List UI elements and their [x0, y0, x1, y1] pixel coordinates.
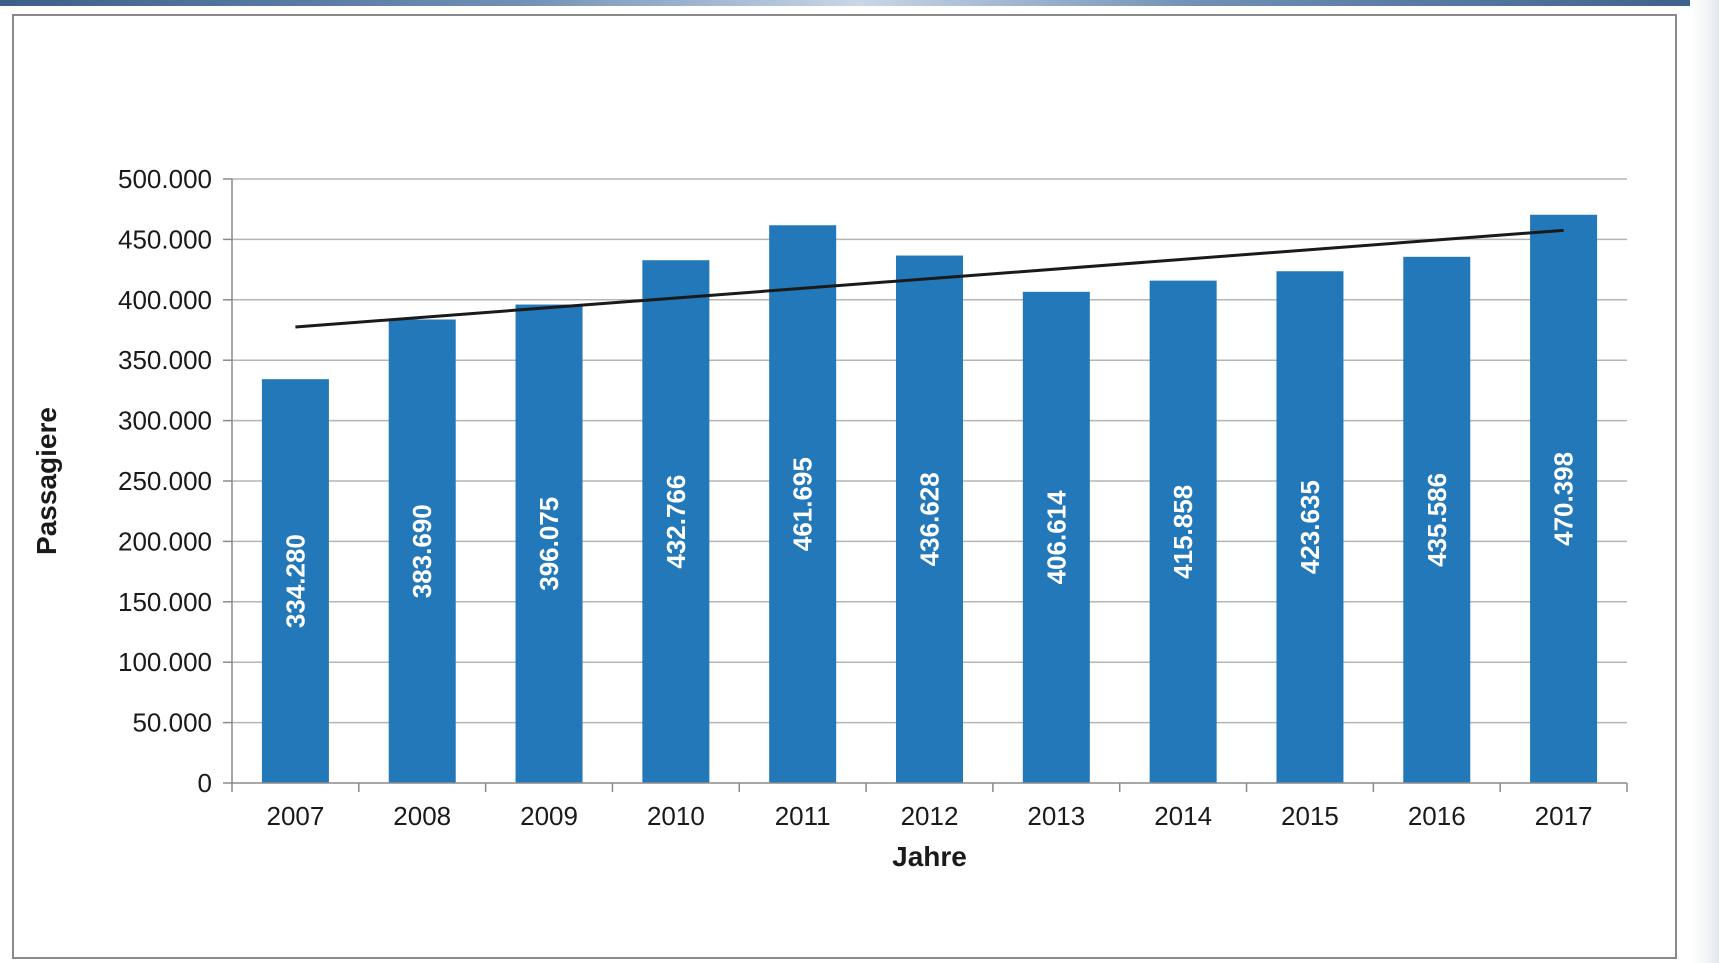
trendline	[295, 228, 1564, 329]
labels: 0 50.000 100.000 150.000 200.000 250.000 300.0…	[118, 164, 1592, 831]
bar-value-label: 432.766	[661, 475, 691, 569]
trendline-layer	[295, 228, 1564, 329]
bar-value-label: 423.635	[1295, 480, 1325, 574]
y-tick-label: 500.000	[118, 164, 212, 194]
y-tick-label: 400.000	[118, 285, 212, 315]
y-tick-label: 50.000	[132, 708, 212, 738]
bar-2011	[769, 225, 837, 783]
x-tick-label: 2009	[520, 801, 578, 831]
bar-value-label: 436.628	[915, 472, 945, 566]
x-tick-label: 2013	[1027, 801, 1085, 831]
bar-2017	[1530, 214, 1598, 783]
bars	[261, 214, 1598, 784]
bar-value-label: 461.695	[788, 457, 818, 551]
bar-value-label: 435.586	[1422, 473, 1452, 567]
y-tick-label: 200.000	[118, 526, 212, 556]
bar-2007	[261, 379, 329, 783]
bar-value-label: 383.690	[407, 504, 437, 598]
y-tick-label: 100.000	[118, 647, 212, 677]
y-tick-label: 150.000	[118, 587, 212, 617]
window-right-edge	[1690, 0, 1719, 963]
bar-value-label: 415.858	[1168, 485, 1198, 579]
y-tick-label: 300.000	[118, 406, 212, 436]
x-tick-label: 2012	[901, 801, 959, 831]
bar-2010	[642, 260, 710, 784]
bar-value-label: 470.398	[1549, 452, 1579, 546]
y-tick-label: 250.000	[118, 466, 212, 496]
x-tick-label: 2017	[1535, 801, 1593, 831]
x-tick-label: 2014	[1154, 801, 1212, 831]
bar-2015	[1276, 271, 1344, 783]
x-tick-label: 2007	[266, 801, 324, 831]
bar-value-label: 406.614	[1041, 490, 1071, 585]
x-tick-label: 2008	[393, 801, 451, 831]
x-tick-label: 2016	[1408, 801, 1466, 831]
x-axis-title: Jahre	[892, 841, 967, 872]
window-top-strip	[0, 0, 1719, 6]
x-tick-label: 2010	[647, 801, 705, 831]
bar-2014	[1149, 280, 1217, 783]
y-tick-label: 450.000	[118, 224, 212, 254]
bar-2012	[896, 255, 963, 784]
bar-2009	[515, 304, 583, 783]
x-tick-label: 2015	[1281, 801, 1339, 831]
bar-2016	[1403, 256, 1471, 783]
bar-value-label: 396.075	[534, 497, 564, 591]
x-tick-label: 2011	[775, 801, 831, 831]
bar-value-label: 334.280	[280, 534, 310, 628]
bar-2008	[388, 319, 456, 783]
y-tick-label: 0	[198, 768, 212, 798]
axes	[223, 178, 1628, 792]
y-axis-title: Passagiere	[31, 407, 62, 555]
bar-2013	[1022, 291, 1090, 783]
y-tick-label: 350.000	[118, 345, 212, 375]
